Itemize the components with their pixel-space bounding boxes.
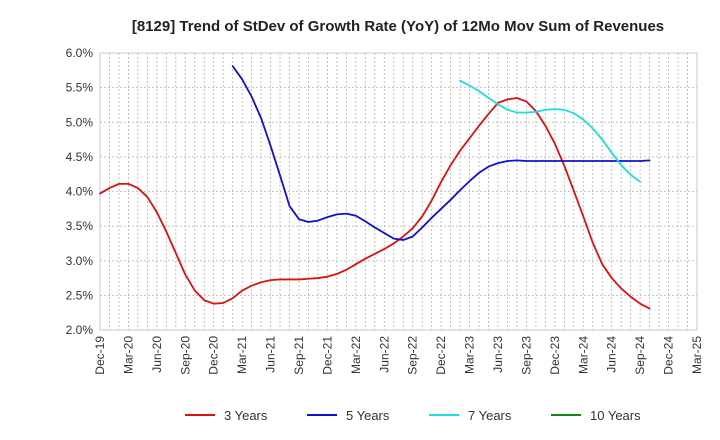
horizontal-gridlines bbox=[100, 87, 697, 296]
legend-label: 10 Years bbox=[590, 408, 641, 423]
legend-label: 5 Years bbox=[346, 408, 390, 423]
x-tick-label: Mar-21 bbox=[235, 336, 249, 374]
y-tick-label: 3.0% bbox=[66, 254, 94, 268]
legend-label: 7 Years bbox=[468, 408, 512, 423]
y-tick-label: 3.5% bbox=[66, 219, 94, 233]
x-tick-label: Mar-24 bbox=[576, 336, 590, 374]
series-line bbox=[99, 97, 651, 310]
x-tick-label: Dec-19 bbox=[93, 336, 107, 375]
y-tick-label: 4.0% bbox=[66, 185, 94, 199]
x-tick-label: Mar-22 bbox=[349, 336, 363, 374]
y-tick-label: 4.5% bbox=[66, 150, 94, 164]
x-tick-label: Dec-23 bbox=[548, 336, 562, 375]
x-tick-label: Jun-24 bbox=[605, 336, 619, 373]
x-tick-label: Sep-24 bbox=[633, 336, 647, 375]
y-tick-label: 6.0% bbox=[66, 46, 94, 60]
y-tick-label: 5.5% bbox=[66, 81, 94, 95]
x-tick-label: Mar-23 bbox=[463, 336, 477, 374]
legend-label: 3 Years bbox=[224, 408, 268, 423]
y-tick-label: 2.5% bbox=[66, 288, 94, 302]
x-tick-label: Sep-23 bbox=[519, 336, 533, 375]
x-tick-label: Sep-20 bbox=[178, 336, 192, 375]
x-tick-label: Mar-20 bbox=[121, 336, 135, 374]
chart-title: [8129] Trend of StDev of Growth Rate (Yo… bbox=[132, 18, 664, 35]
series-lines bbox=[99, 65, 651, 310]
x-tick-label: Mar-25 bbox=[690, 336, 704, 374]
legend: 3 Years 5 Years 7 Years 10 Years bbox=[185, 408, 641, 423]
x-tick-label: Dec-20 bbox=[207, 336, 221, 375]
y-axis-tick-labels: 2.0% 2.5% 3.0% 3.5% 4.0% 4.5% 5.0% 5.5% 6.0% bbox=[66, 46, 94, 337]
x-tick-label: Dec-24 bbox=[662, 336, 676, 375]
y-tick-label: 5.0% bbox=[66, 115, 94, 129]
y-tick-label: 2.0% bbox=[66, 323, 94, 337]
x-axis-tick-labels: Dec-19 Mar-20 Jun-20 Sep-20 Dec-20 Mar-21 Jun-… bbox=[93, 336, 704, 375]
x-tick-label: Jun-23 bbox=[491, 336, 505, 373]
x-tick-label: Dec-21 bbox=[320, 336, 334, 375]
series-line bbox=[459, 79, 642, 183]
x-tick-label: Sep-22 bbox=[406, 336, 420, 375]
x-tick-label: Jun-20 bbox=[150, 336, 164, 373]
x-tick-label: Dec-22 bbox=[434, 336, 448, 375]
x-tick-label: Jun-21 bbox=[264, 336, 278, 373]
x-tick-label: Sep-21 bbox=[292, 336, 306, 375]
x-tick-label: Jun-22 bbox=[377, 336, 391, 373]
series-line bbox=[231, 65, 651, 241]
